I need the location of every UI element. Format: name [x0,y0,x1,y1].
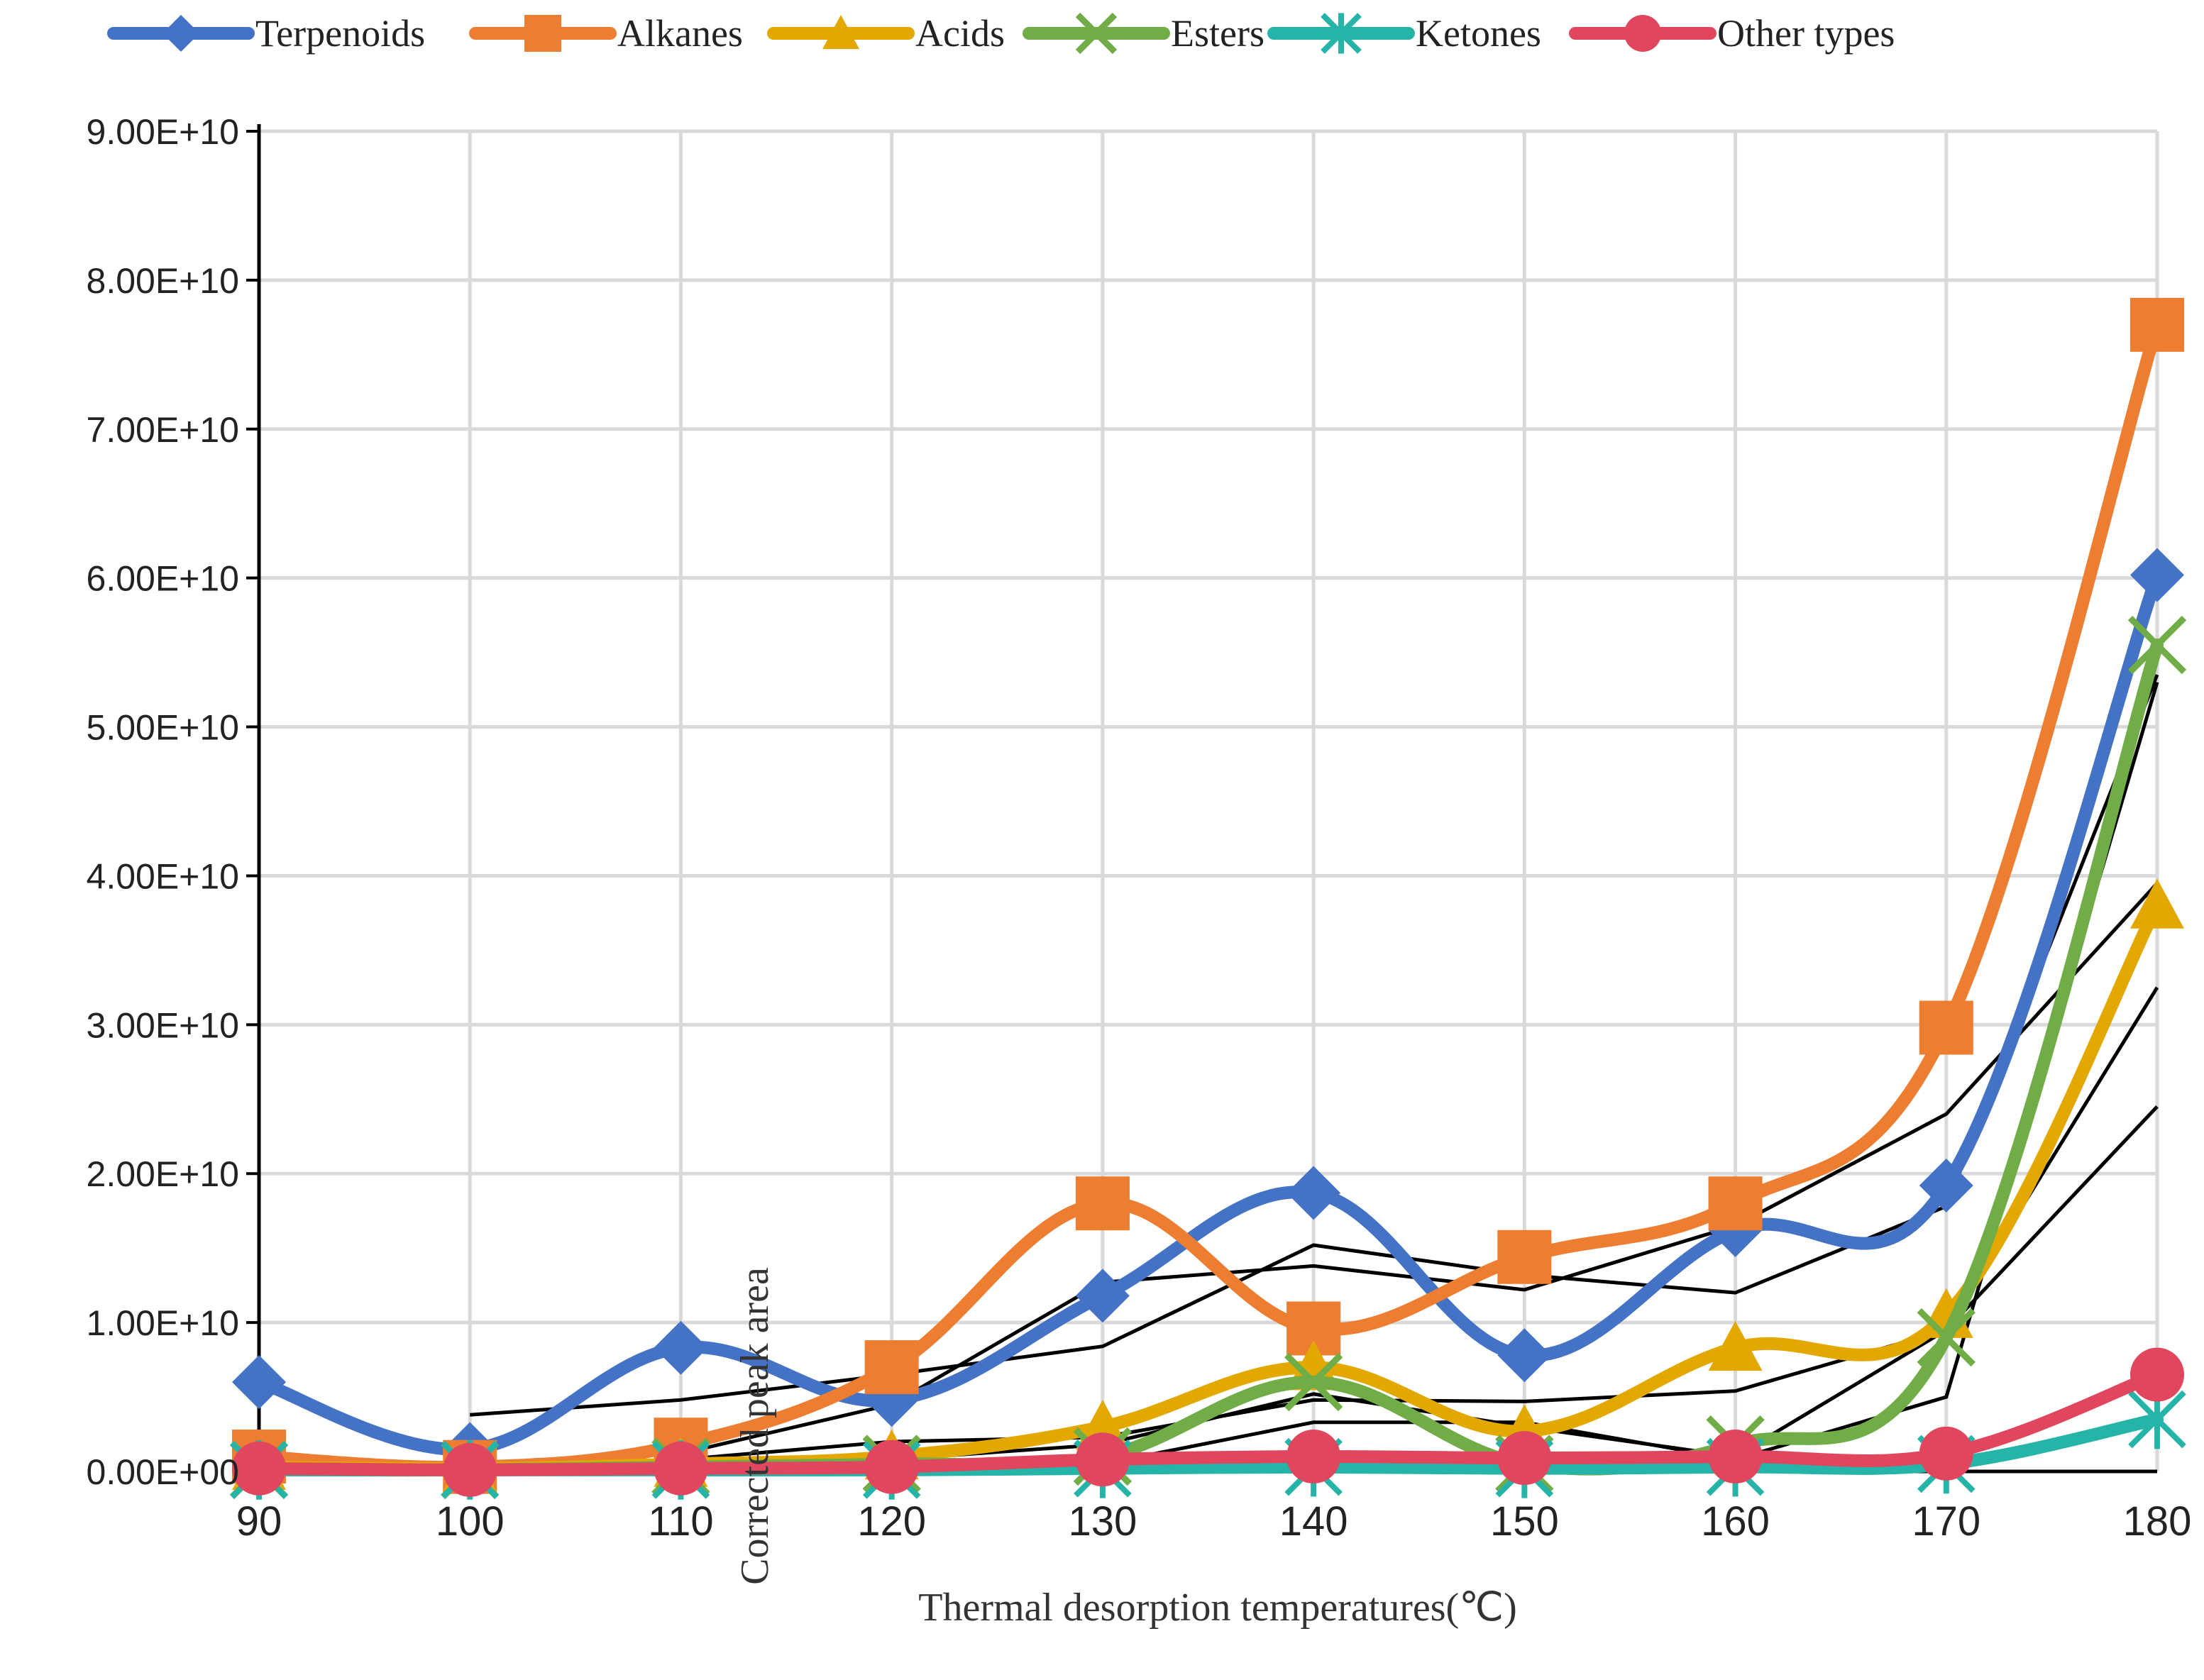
legend-item: Esters [1023,12,1264,55]
x-tick-label: 90 [236,1498,282,1544]
point-marker [2130,878,2184,929]
y-tick-label: 0.00E+00 [87,1452,239,1492]
y-tick-label: 6.00E+10 [87,559,239,599]
legend-item: Acids [767,12,1005,55]
legend-item: Alkanes [469,12,743,55]
point-marker [1284,1352,1343,1412]
series-line [253,639,2164,1477]
point-marker [524,15,561,52]
point-marker [1497,1229,1552,1284]
legend-label: Ketones [1416,12,1541,55]
point-marker [232,1441,286,1496]
y-tick-label: 4.00E+10 [87,856,239,896]
point-marker [864,1439,919,1494]
grid-lines [259,129,2159,1471]
point-marker [1497,1328,1552,1383]
point-marker [1321,13,1362,54]
point-marker [654,1441,708,1496]
legend-label: Terpenoids [255,12,425,55]
legend-item: Other types [1569,12,1895,55]
x-tick-label: 150 [1490,1498,1559,1544]
legend-item: Terpenoids [107,12,425,55]
point-marker [1624,15,1661,52]
legend: Terpenoids Alkanes Acids Esters Ketones Other… [107,12,1895,55]
x-tick-label: 180 [2123,1498,2192,1544]
x-tick-label: 100 [436,1498,505,1544]
point-marker [1917,1308,1976,1367]
series-line [253,568,2164,1457]
x-axis-label: Thermal desorption temperatures(℃) [918,1586,1516,1630]
point-marker [2130,548,2184,602]
point-marker [1919,1426,1973,1481]
point-marker [864,1340,919,1395]
trend-line [470,674,2159,1417]
tick-labels: 0.00E+00 1.00E+10 2.00E+10 3.00E+10 4.00E+10… [87,112,2192,1544]
series-alkanes [232,297,2184,1494]
point-marker [162,15,199,52]
series-terpenoids [232,548,2184,1476]
x-tick-label: 110 [648,1498,713,1544]
series-acids [232,878,2184,1492]
series-esters [229,615,2187,1500]
y-tick-label: 7.00E+10 [87,410,239,450]
point-marker [654,1320,708,1375]
legend-label: Other types [1717,12,1895,55]
data-series [229,297,2187,1500]
x-tick-label: 130 [1068,1498,1137,1544]
point-marker [1075,1269,1130,1323]
point-marker [1919,1000,1973,1055]
point-marker [1286,1430,1341,1484]
legend-label: Acids [915,12,1005,55]
point-marker [1075,1176,1130,1231]
x-tick-label: 140 [1279,1498,1348,1544]
legend-item: Ketones [1267,12,1541,55]
x-tick-label: 120 [857,1498,926,1544]
point-marker [1708,1176,1763,1231]
y-tick-label: 1.00E+10 [87,1303,239,1343]
y-axis-label: Corrected peak area [733,1267,777,1585]
point-marker [2130,1347,2184,1402]
point-marker [2130,297,2184,352]
axes [246,124,2157,1474]
point-marker [1075,1432,1130,1487]
point-marker [2127,615,2187,675]
y-tick-label: 9.00E+10 [87,112,239,152]
point-marker [1919,1159,1973,1213]
point-marker [1708,1320,1763,1371]
y-tick-label: 3.00E+10 [87,1005,239,1045]
x-tick-label: 170 [1912,1498,1980,1544]
point-marker [1075,12,1118,55]
point-marker [1497,1431,1552,1486]
y-tick-label: 2.00E+10 [87,1154,239,1194]
legend-label: Alkanes [617,12,743,55]
y-tick-label: 8.00E+10 [87,261,239,301]
series-line [253,899,2164,1475]
y-tick-label: 5.00E+10 [87,708,239,748]
x-tick-label: 160 [1701,1498,1770,1544]
series-other-types [232,1347,2184,1497]
point-marker [822,15,859,50]
point-marker [1708,1430,1763,1484]
point-marker [1286,1166,1341,1220]
trend-line [470,882,2159,1466]
point-marker [443,1442,497,1497]
legend-label: Esters [1171,12,1264,55]
series-line [253,1368,2164,1476]
point-marker [232,1355,286,1410]
